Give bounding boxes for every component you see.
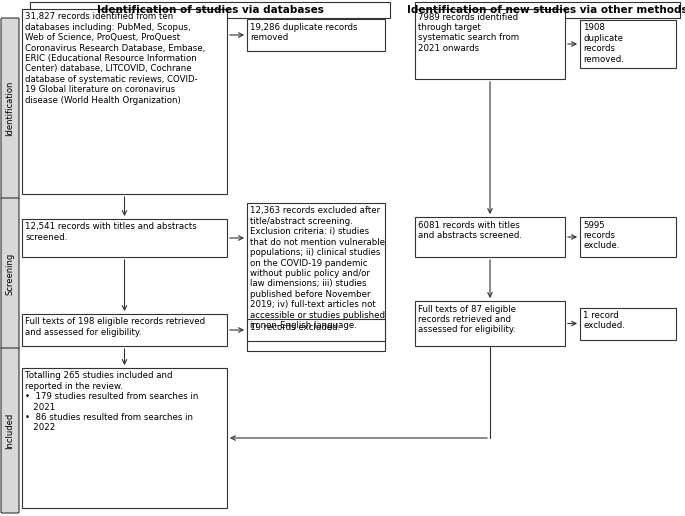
Bar [415, 217, 565, 257]
Bar [22, 9, 227, 194]
Text: Identification: Identification [5, 81, 14, 136]
Text: 1 record
excluded.: 1 record excluded. [584, 311, 625, 330]
Text: 1908
duplicate
records
removed.: 1908 duplicate records removed. [584, 24, 624, 63]
Text: 5995
records
exclude.: 5995 records exclude. [584, 220, 620, 250]
Text: 31,827 records identified from ten
databases including: PubMed, Scopus,
Web of S: 31,827 records identified from ten datab… [25, 12, 206, 105]
Bar [415, 2, 680, 18]
FancyBboxPatch shape [1, 348, 19, 513]
Text: 19,286 duplicate records
removed: 19,286 duplicate records removed [251, 23, 358, 42]
Bar [580, 308, 676, 340]
Text: Full texts of 87 eligible
records retrieved and
assessed for eligibility.: Full texts of 87 eligible records retrie… [419, 304, 516, 334]
Text: 7989 records identified
through target
systematic search from
2021 onwards: 7989 records identified through target s… [419, 12, 520, 53]
Bar [22, 314, 227, 346]
Text: 6081 records with titles
and abstracts screened.: 6081 records with titles and abstracts s… [419, 220, 523, 240]
Text: 12,541 records with titles and abstracts
screened.: 12,541 records with titles and abstracts… [25, 222, 197, 242]
Text: Identification of new studies via other methods: Identification of new studies via other … [407, 5, 685, 15]
Bar [415, 9, 565, 79]
Bar [247, 319, 385, 341]
Text: Totalling 265 studies included and
reported in the review.
•  179 studies result: Totalling 265 studies included and repor… [25, 372, 199, 432]
Bar [22, 368, 227, 508]
Bar [415, 301, 565, 346]
Bar [22, 219, 227, 257]
Bar [247, 203, 385, 351]
Bar [247, 19, 385, 51]
Text: Full texts of 198 eligible records retrieved
and assessed for eligibility.: Full texts of 198 eligible records retri… [25, 317, 206, 337]
Text: 19 records excluded.: 19 records excluded. [251, 322, 340, 331]
Text: 12,363 records excluded after
title/abstract screening.
Exclusion criteria: i) s: 12,363 records excluded after title/abst… [251, 206, 386, 330]
Bar [580, 217, 676, 257]
Bar [580, 20, 676, 68]
FancyBboxPatch shape [1, 18, 19, 199]
FancyBboxPatch shape [1, 198, 19, 349]
Text: Included: Included [5, 412, 14, 448]
Text: Identification of studies via databases: Identification of studies via databases [97, 5, 323, 15]
Bar [30, 2, 390, 18]
Text: Screening: Screening [5, 252, 14, 295]
